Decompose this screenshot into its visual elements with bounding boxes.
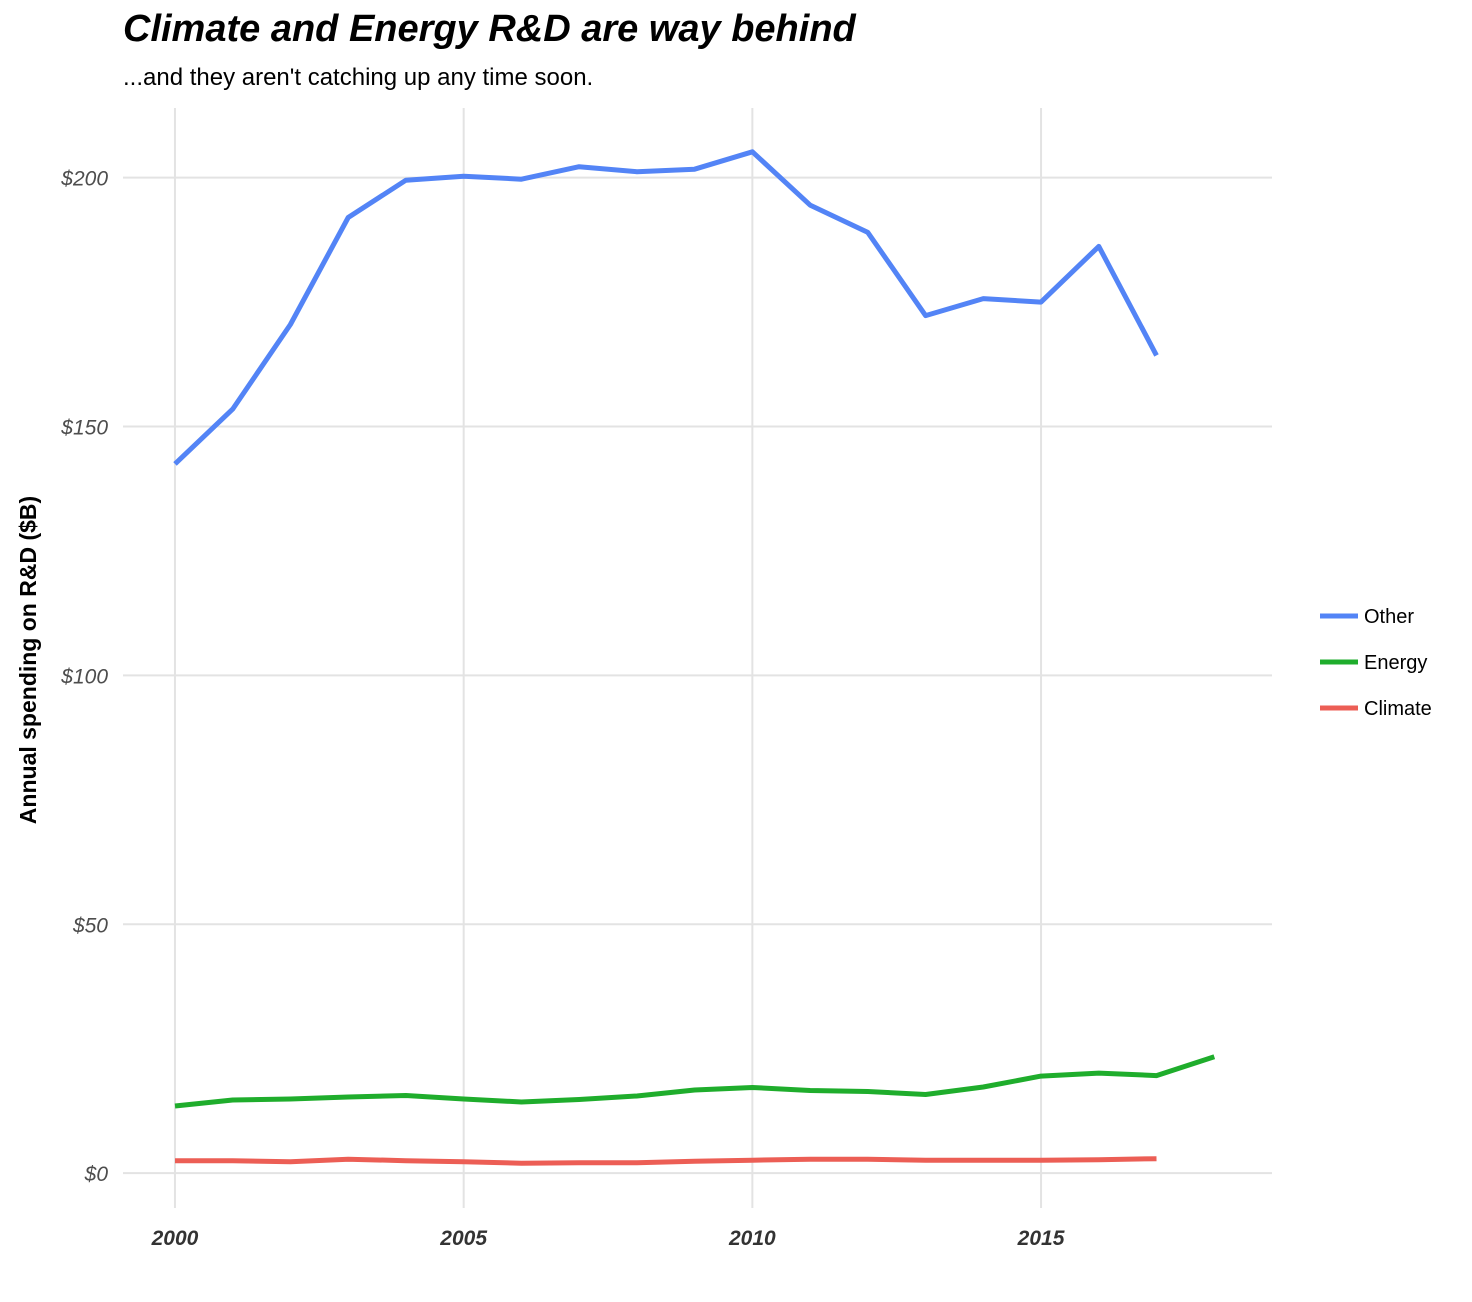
x-tick-label: 2015 xyxy=(1017,1227,1065,1250)
y-tick-label: $0 xyxy=(84,1163,109,1186)
y-tick-label: $150 xyxy=(60,417,108,440)
legend-label-climate: Climate xyxy=(1364,698,1432,720)
series-line-other xyxy=(173,149,1159,466)
grid-lines xyxy=(123,108,1272,1208)
chart-subtitle: ...and they aren't catching up any time … xyxy=(123,64,594,91)
y-tick-label: $50 xyxy=(72,914,108,937)
x-axis-ticks: 2000 2005 2010 2015 xyxy=(151,1227,1065,1250)
series-line-energy xyxy=(174,1054,1216,1109)
legend: Other Energy Climate xyxy=(1320,606,1432,720)
x-tick-label: 2010 xyxy=(728,1227,776,1250)
x-tick-label: 2005 xyxy=(439,1227,487,1250)
x-tick-label: 2000 xyxy=(151,1227,199,1250)
legend-label-other: Other xyxy=(1364,606,1414,628)
chart-title: Climate and Energy R&D are way behind xyxy=(123,8,856,50)
y-tick-label: $100 xyxy=(60,665,108,688)
legend-label-energy: Energy xyxy=(1364,652,1427,674)
y-axis-ticks: $0 $50 $100 $150 $200 xyxy=(60,168,108,1186)
y-axis-label: Annual spending on R&D ($B) xyxy=(15,496,41,824)
series-lines xyxy=(173,149,1216,1166)
series-line-climate xyxy=(175,1156,1157,1166)
y-tick-label: $200 xyxy=(60,168,108,191)
